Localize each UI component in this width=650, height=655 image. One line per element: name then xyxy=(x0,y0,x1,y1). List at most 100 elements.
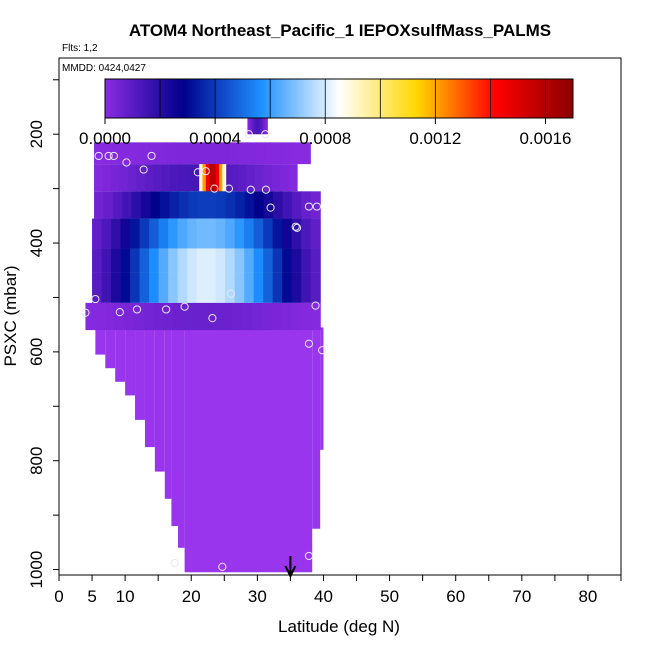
heatmap-cell xyxy=(254,191,265,219)
heatmap-cell xyxy=(257,112,259,135)
data-point xyxy=(261,185,271,194)
heatmap-cell xyxy=(178,327,185,548)
x-tick-label: 5 xyxy=(87,587,96,606)
heatmap-cell xyxy=(111,218,122,249)
data-point xyxy=(94,151,103,161)
heatmap-cell xyxy=(263,112,266,135)
heatmap-cell xyxy=(121,142,131,165)
heatmap-cell xyxy=(187,218,198,249)
heatmap-cell xyxy=(175,142,185,165)
heatmap-cell xyxy=(259,112,262,135)
heatmap-cell xyxy=(120,272,131,303)
colorbar-tick-label: 0.0012 xyxy=(409,129,461,148)
heatmap-cell xyxy=(265,112,268,135)
data-point xyxy=(218,562,227,571)
heatmap-cell xyxy=(211,142,221,165)
heatmap-cell xyxy=(216,191,227,219)
heatmap-cell xyxy=(263,248,274,273)
arrow-head xyxy=(284,565,297,579)
heatmap-hotspot-cell xyxy=(222,164,227,192)
data-point xyxy=(109,151,118,161)
heatmap-cell xyxy=(153,302,165,331)
data-point xyxy=(210,184,219,193)
heatmap-cell xyxy=(92,248,103,273)
heatmap-cell xyxy=(119,164,129,192)
heatmap-cell xyxy=(144,164,154,192)
heatmap-cell xyxy=(244,248,255,273)
heatmap-cell xyxy=(92,218,103,249)
heatmap-cell xyxy=(254,112,257,135)
heatmap-cell xyxy=(120,218,131,249)
data-point xyxy=(193,168,202,177)
heatmap-cell xyxy=(130,272,141,303)
data-point xyxy=(318,346,327,355)
heatmap-cell xyxy=(312,327,321,529)
heatmap-cell xyxy=(196,272,207,303)
heatmap-cell xyxy=(125,327,136,396)
heatmap-cell xyxy=(149,272,160,303)
heatmap-cell xyxy=(291,248,302,273)
heatmap-cell xyxy=(234,272,245,303)
heatmap-cell xyxy=(135,327,145,420)
heatmap-cell xyxy=(261,112,263,135)
heatmap-cell xyxy=(177,272,188,303)
heatmap-cell xyxy=(253,272,264,303)
heatmap-cell xyxy=(159,191,171,219)
data-point xyxy=(81,308,90,317)
heatmap-cell xyxy=(244,218,255,249)
y-tick-label: 800 xyxy=(27,447,46,475)
heatmap-cell xyxy=(251,302,263,331)
heatmap-cell xyxy=(139,142,149,165)
heatmap-cell xyxy=(244,191,255,219)
heatmap-cell xyxy=(139,272,150,303)
heatmap-cell xyxy=(92,272,103,303)
heatmap-cell xyxy=(184,327,313,573)
heatmap-cell xyxy=(158,272,169,303)
heatmap-cell xyxy=(263,272,274,303)
heatmap-cell xyxy=(105,302,116,331)
heatmap-cell xyxy=(301,272,312,303)
heatmap-cell xyxy=(212,302,223,331)
heatmap-cell xyxy=(177,248,188,273)
heatmap-cell xyxy=(168,218,179,249)
x-tick-label: 50 xyxy=(380,587,399,606)
heatmap-cell xyxy=(183,302,194,331)
x-axis: 0 5 10 20 30 40 50 60 70 80 xyxy=(54,575,622,606)
heatmap-cell xyxy=(262,112,264,135)
heatmap-cell xyxy=(184,142,194,165)
heatmap-cell xyxy=(288,164,298,192)
heatmap-cell xyxy=(130,248,141,273)
y-tick-label: 1000 xyxy=(27,551,46,589)
data-point xyxy=(170,558,179,568)
heatmap-cell xyxy=(248,112,250,135)
chart-title: ATOM4 Northeast_Pacific_1 IEPOXsulfMass_… xyxy=(129,21,551,40)
x-tick-label: 30 xyxy=(248,587,267,606)
heatmap-cell xyxy=(259,112,261,135)
heatmap-cell xyxy=(254,112,256,135)
heatmap-cell xyxy=(163,302,175,331)
colorbar xyxy=(104,78,574,119)
heatmap-cell xyxy=(94,191,105,219)
heatmap-cell xyxy=(144,327,155,448)
heatmap-cell xyxy=(85,302,96,331)
heatmap-cell xyxy=(187,272,198,303)
heatmap-cell xyxy=(258,112,260,135)
heatmap-cell xyxy=(256,112,258,135)
heatmap-cell xyxy=(282,218,293,249)
heatmap-cell xyxy=(197,191,208,219)
heatmap-cell xyxy=(122,191,133,219)
data-point xyxy=(304,202,314,211)
heatmap-cell xyxy=(207,191,218,219)
heatmap-cell xyxy=(261,302,272,331)
y-axis-label: PSXC (mbar) xyxy=(1,265,20,366)
heatmap-cell xyxy=(234,248,245,273)
heatmap-cell xyxy=(101,248,112,273)
heatmap-cell xyxy=(164,327,172,499)
data-point xyxy=(201,167,210,176)
heatmap-cell xyxy=(238,142,248,165)
location-arrow xyxy=(284,556,297,579)
heatmap-cell xyxy=(272,248,283,273)
y-tick-label: 600 xyxy=(27,338,46,366)
heatmap-cell xyxy=(206,272,217,303)
